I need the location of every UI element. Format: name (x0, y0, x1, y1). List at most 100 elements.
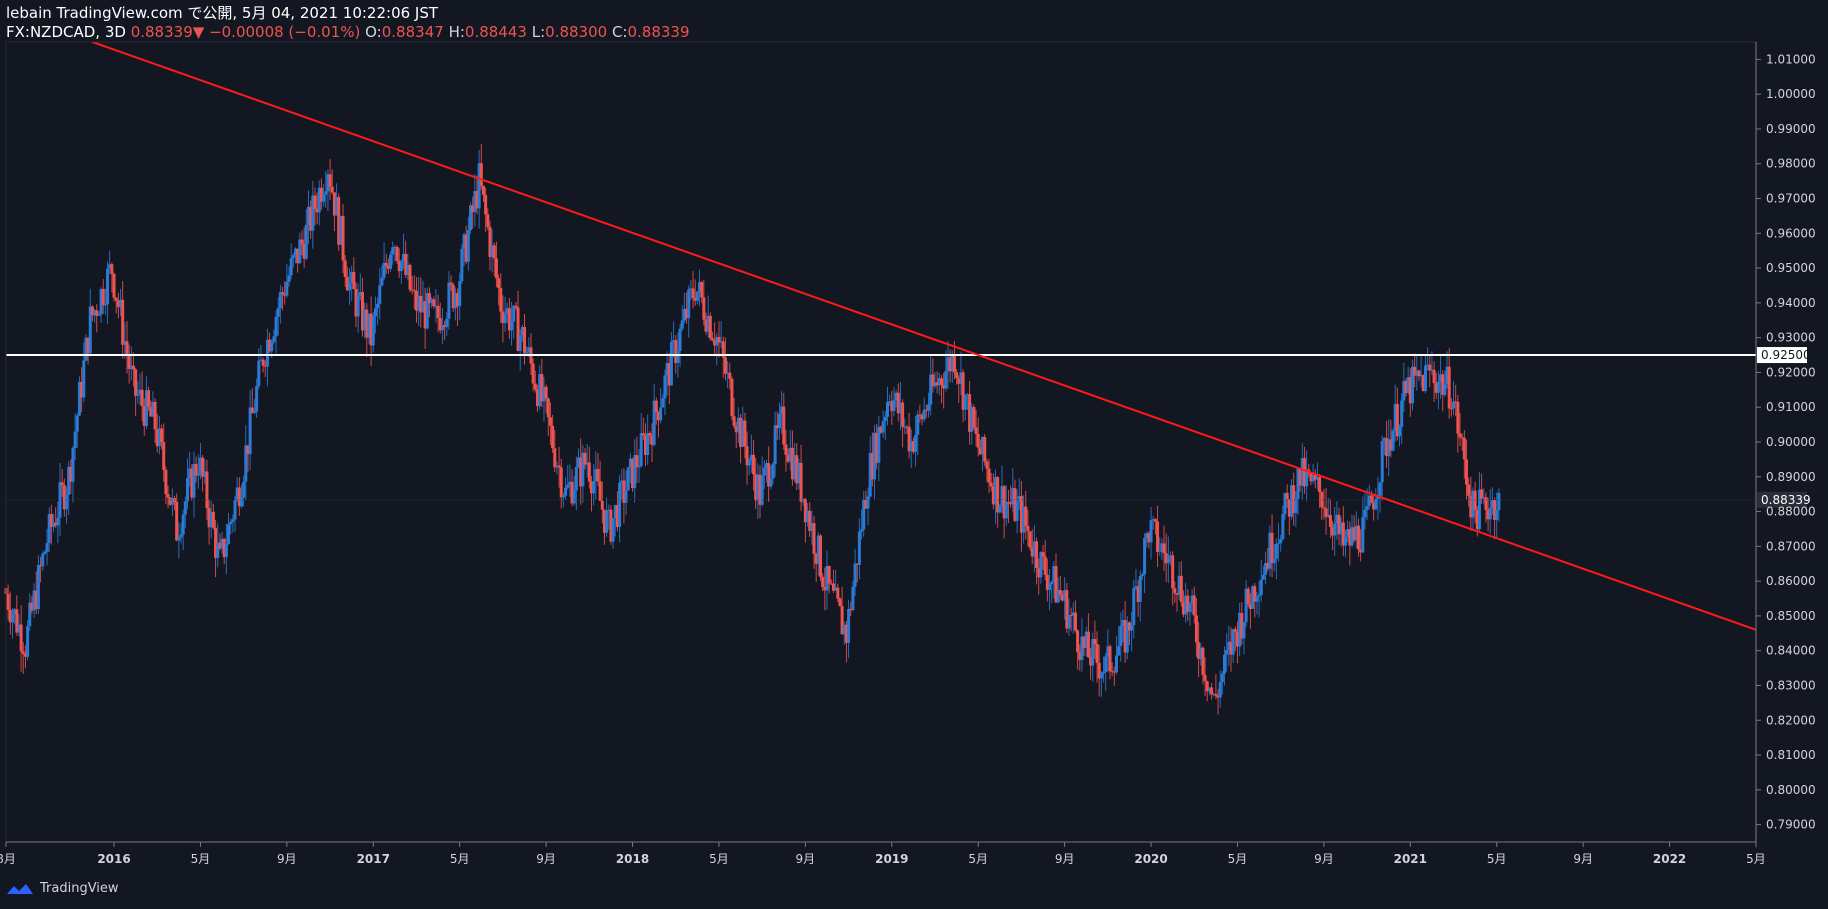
candle-down (1194, 615, 1198, 643)
candle-down (1028, 531, 1032, 548)
candle-up (1490, 499, 1494, 508)
x-tick-label: 2020 (1134, 852, 1167, 866)
candle-up (58, 482, 62, 518)
last-price-label: 0.88339 (1761, 493, 1811, 507)
candle-up (1311, 475, 1315, 482)
candle-down (1201, 647, 1205, 675)
candle-down (404, 253, 408, 275)
candle-up (1207, 687, 1211, 692)
candle-up (1104, 656, 1108, 672)
candle-down (821, 576, 825, 588)
candle-down (961, 372, 965, 410)
candle-down (101, 288, 105, 306)
candle-up (274, 316, 278, 337)
candle-up (1497, 492, 1501, 510)
candle-up (1220, 673, 1224, 683)
candle-up (376, 303, 380, 309)
candle-down (548, 417, 552, 426)
candle-up (1143, 538, 1147, 575)
candle-down (360, 292, 364, 331)
candle-down (443, 325, 447, 328)
candle-down (602, 509, 606, 533)
candle-up (1242, 622, 1246, 639)
candle-down (752, 454, 756, 475)
candle-down (494, 258, 498, 279)
candle-up (298, 239, 302, 264)
candle-up (1052, 566, 1056, 583)
candle-down (175, 501, 179, 541)
candle-up (678, 328, 682, 352)
candle-down (957, 377, 961, 384)
candle-down (414, 290, 418, 311)
candle-up (566, 484, 570, 488)
candle-down (693, 298, 697, 301)
candle-down (948, 357, 952, 372)
candle-up (909, 441, 913, 452)
candle-up (797, 462, 801, 484)
candle-up (1114, 655, 1118, 673)
footer-brand[interactable]: TradingView (6, 881, 119, 896)
candle-down (1413, 366, 1417, 376)
candle-up (946, 357, 950, 372)
candle-down (95, 310, 99, 316)
candle-up (1149, 520, 1153, 543)
candle-up (304, 224, 308, 259)
candle-up (1022, 506, 1026, 533)
candle-down (650, 435, 654, 445)
candle-up (188, 468, 192, 479)
candle-up (425, 293, 429, 329)
candle-down (194, 463, 198, 476)
candle-up (793, 455, 797, 480)
close-label: C: (611, 23, 628, 41)
candle-up (198, 457, 202, 474)
candle-down (168, 497, 172, 505)
candle-up (1102, 671, 1106, 674)
candle-down (1337, 514, 1341, 535)
candle-up (177, 537, 181, 541)
candle-down (827, 565, 831, 584)
candle-up (981, 437, 985, 455)
candle-down (451, 284, 455, 309)
candle-down (1229, 641, 1233, 655)
candle-up (1443, 384, 1447, 395)
candle-down (147, 390, 151, 407)
candle-up (382, 263, 386, 278)
candle-down (313, 195, 317, 210)
candle-down (1356, 525, 1360, 550)
candle-down (775, 425, 779, 429)
y-tick-label: 0.87000 (1766, 539, 1816, 553)
candle-down (1404, 381, 1408, 394)
candle-down (1233, 629, 1237, 632)
symbol-label[interactable]: FX:NZDCAD, 3D (6, 23, 126, 41)
candle-up (378, 285, 382, 304)
candle-up (1430, 369, 1434, 371)
candle-up (1439, 374, 1443, 382)
candle-up (97, 314, 101, 316)
candle-down (1026, 525, 1030, 532)
candle-up (306, 206, 310, 225)
candle-down (412, 290, 416, 292)
x-tick-label: 9月 (1573, 852, 1593, 866)
candle-down (535, 389, 539, 407)
candle-up (26, 626, 30, 657)
candle-down (1467, 484, 1471, 496)
candle-up (477, 163, 481, 209)
candle-up (1400, 400, 1404, 428)
candle-up (862, 499, 866, 530)
candle-down (955, 372, 959, 378)
candle-down (544, 386, 548, 399)
candle-up (1160, 543, 1164, 552)
x-tick-label: 5月 (1228, 852, 1248, 866)
candle-down (1341, 522, 1345, 546)
candle-down (1002, 486, 1006, 519)
candle-up (1039, 552, 1043, 578)
candle-up (402, 253, 406, 261)
candle-down (952, 354, 956, 373)
candle-up (726, 372, 730, 374)
candle-up (877, 426, 881, 463)
candle-down (449, 282, 453, 285)
candle-down (730, 378, 734, 417)
candle-down (1480, 489, 1484, 499)
candle-up (663, 375, 667, 399)
